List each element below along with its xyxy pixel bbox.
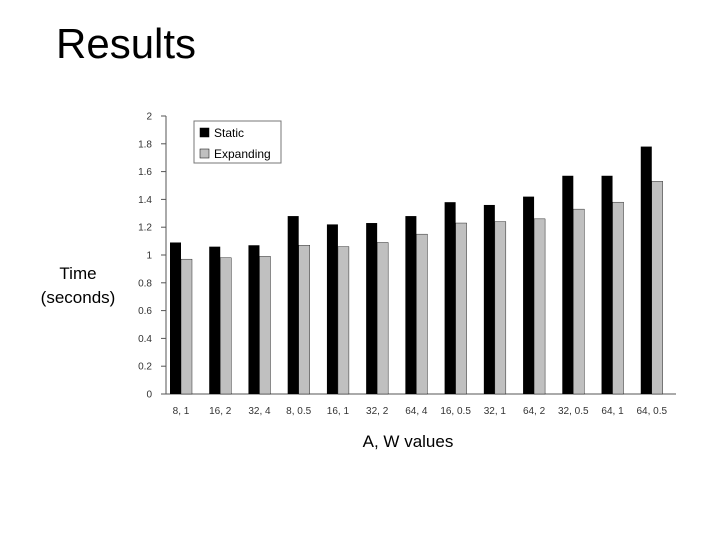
y-axis-label: Time (seconds) bbox=[28, 262, 128, 310]
x-tick-label: 64, 0.5 bbox=[636, 406, 667, 417]
legend-label-static: Static bbox=[214, 126, 244, 140]
bar-expanding bbox=[259, 256, 271, 395]
bar-static bbox=[170, 242, 181, 394]
bar-static bbox=[601, 175, 613, 394]
bar-expanding bbox=[494, 221, 507, 395]
y-tick-label: 1.4 bbox=[138, 195, 152, 206]
x-tick-label: 8, 1 bbox=[173, 406, 190, 417]
bar-expanding bbox=[220, 257, 232, 395]
bar-static bbox=[287, 216, 299, 394]
x-tick-label: 32, 1 bbox=[484, 406, 507, 417]
x-tick-label: 64, 4 bbox=[405, 406, 428, 417]
bar-static bbox=[640, 146, 652, 394]
y-tick-label: 0.4 bbox=[138, 334, 152, 345]
y-axis-label-line-1: Time bbox=[59, 264, 97, 283]
y-tick-label: 0 bbox=[146, 390, 152, 401]
bar-expanding bbox=[416, 233, 428, 395]
y-tick-label: 1.2 bbox=[138, 223, 152, 234]
x-tick-label: 64, 2 bbox=[523, 406, 546, 417]
x-tick-label: 16, 0.5 bbox=[440, 406, 471, 417]
x-tick-label: 16, 1 bbox=[327, 406, 350, 417]
y-axis-label-line-2: (seconds) bbox=[40, 288, 116, 307]
y-tick-label: 0.2 bbox=[138, 362, 152, 373]
legend-swatch-static bbox=[199, 127, 210, 138]
bar-expanding bbox=[651, 181, 663, 395]
bar-expanding bbox=[573, 208, 585, 395]
bar-expanding bbox=[376, 242, 389, 395]
bar-expanding bbox=[533, 218, 546, 395]
y-tick-label: 1.6 bbox=[138, 167, 152, 178]
bar-static bbox=[248, 245, 260, 394]
bar-expanding bbox=[455, 222, 467, 395]
bar-static bbox=[562, 175, 574, 394]
bar-static bbox=[209, 246, 221, 394]
bar-expanding bbox=[337, 246, 350, 395]
y-tick-label: 2 bbox=[146, 112, 152, 123]
bar-static bbox=[326, 224, 338, 394]
x-tick-label: 64, 1 bbox=[601, 406, 624, 417]
x-tick-label: 16, 2 bbox=[209, 406, 232, 417]
legend-swatch-expanding bbox=[199, 148, 210, 159]
x-axis-label: A, W values bbox=[362, 432, 454, 451]
bar-static bbox=[523, 196, 535, 394]
bar-expanding bbox=[180, 258, 193, 395]
y-tick-label: 1.8 bbox=[138, 139, 152, 150]
x-tick-label: 32, 2 bbox=[366, 406, 389, 417]
y-tick-label: 0.6 bbox=[138, 306, 152, 317]
legend-label-expanding: Expanding bbox=[214, 147, 271, 161]
y-tick-label: 1 bbox=[146, 251, 152, 262]
bar-static bbox=[483, 204, 495, 394]
bar-expanding bbox=[612, 201, 624, 395]
y-tick-label: 0.8 bbox=[138, 278, 152, 289]
x-tick-label: 32, 4 bbox=[248, 406, 271, 417]
slide-title: Results bbox=[56, 20, 197, 67]
bar-static bbox=[366, 223, 378, 394]
bar-static bbox=[444, 202, 456, 394]
x-tick-label: 32, 0.5 bbox=[558, 406, 589, 417]
x-tick-label: 8, 0.5 bbox=[286, 406, 311, 417]
bar-expanding bbox=[298, 245, 310, 395]
bar-static bbox=[405, 216, 417, 394]
